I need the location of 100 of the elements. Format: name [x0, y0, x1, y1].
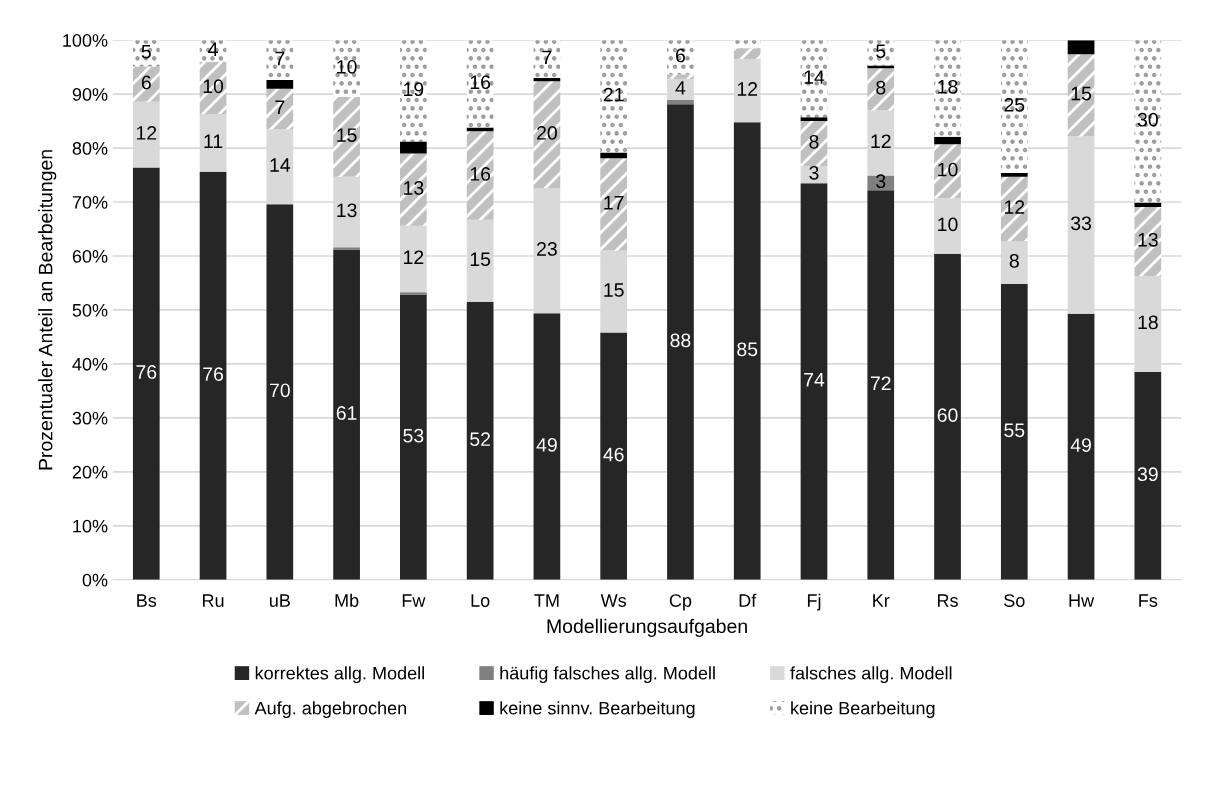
- x-tick-label: TM: [534, 594, 559, 607]
- data-label: 25: [1004, 97, 1025, 112]
- bar: [1067, 40, 1095, 55]
- legend-label: keine sinnv. Bearbeitung: [500, 701, 695, 719]
- data-label: 72: [870, 376, 891, 390]
- bar: [934, 144, 961, 199]
- data-label: 6: [676, 48, 685, 63]
- data-label: 4: [208, 42, 218, 56]
- bar: [400, 40, 427, 142]
- data-label: 7: [275, 100, 285, 114]
- x-tick-label: uB: [269, 594, 290, 607]
- data-label: 16: [470, 167, 491, 181]
- bar: [400, 294, 427, 580]
- bar: [333, 40, 360, 97]
- bar: [867, 190, 895, 580]
- data-label: 5: [141, 45, 151, 59]
- bar: [600, 152, 628, 159]
- bar: [934, 253, 961, 580]
- data-label: 49: [1070, 438, 1091, 452]
- data-label: 19: [404, 82, 424, 97]
- legend-label: Aufg. abgebrochen: [254, 701, 406, 719]
- data-label: 5: [876, 44, 886, 59]
- x-tick-label: Fs: [1139, 594, 1158, 607]
- y-tick-label: 20%: [72, 465, 108, 479]
- data-label: 33: [1071, 216, 1092, 231]
- data-label: 13: [1138, 232, 1158, 247]
- data-label: 20: [537, 126, 557, 140]
- bar: [1000, 284, 1028, 580]
- bar: [466, 40, 494, 128]
- data-label: 11: [204, 134, 223, 148]
- bar: [800, 40, 828, 118]
- bar: [1000, 40, 1028, 173]
- bar: [333, 96, 360, 177]
- y-tick-label: 70%: [72, 195, 108, 209]
- x-tick-label: Lo: [471, 594, 490, 607]
- data-label: 4: [675, 81, 686, 95]
- data-label: 10: [938, 217, 958, 232]
- bar: [400, 292, 427, 295]
- data-label: 13: [337, 203, 357, 218]
- data-label: 12: [871, 134, 891, 148]
- data-label: 12: [136, 126, 157, 140]
- bar: [533, 40, 561, 78]
- bar: [667, 74, 694, 79]
- data-label: 70: [270, 383, 290, 398]
- bar: [800, 121, 828, 166]
- data-label: 8: [876, 80, 886, 95]
- y-tick-label: 10%: [73, 519, 108, 533]
- bar: [533, 81, 561, 188]
- data-label: 74: [804, 373, 825, 387]
- bar: [934, 136, 961, 145]
- bar: [1000, 172, 1028, 177]
- bar: [199, 171, 227, 580]
- y-tick-label: 80%: [72, 142, 108, 155]
- bar: [1134, 40, 1162, 203]
- bar: [333, 249, 360, 580]
- data-label: 85: [737, 342, 758, 357]
- data-label: 3: [876, 174, 886, 189]
- bar: [1067, 313, 1095, 580]
- bar: [600, 158, 628, 251]
- data-label: 6: [141, 75, 151, 90]
- x-tick-label: Fj: [807, 593, 821, 611]
- bar: [1134, 372, 1162, 580]
- x-axis-title: Modellierungsaufgaben: [547, 618, 747, 637]
- x-tick-label: Ru: [203, 594, 224, 607]
- bar: [466, 301, 494, 580]
- legend-label: häufig falsches allg. Modell: [500, 666, 715, 684]
- data-label: 16: [470, 75, 491, 90]
- data-label: 23: [537, 242, 557, 256]
- legend-label: falsches allg. Modell: [790, 666, 952, 684]
- data-label: 60: [937, 408, 958, 423]
- bar: [1000, 176, 1028, 241]
- data-label: 10: [337, 59, 357, 74]
- data-label: 30: [1137, 112, 1158, 127]
- bar: [199, 61, 227, 115]
- bar: [266, 204, 294, 580]
- x-tick-label: Hw: [1069, 594, 1095, 607]
- x-tick-label: Fw: [402, 594, 426, 607]
- bar: [1134, 206, 1162, 276]
- bar: [667, 104, 694, 580]
- data-label: 13: [404, 181, 424, 195]
- bar: [600, 332, 628, 580]
- bar: [266, 40, 294, 81]
- data-label: 39: [1137, 467, 1158, 482]
- bar: [132, 167, 160, 580]
- x-tick-label: So: [1004, 594, 1025, 607]
- y-tick-label: 100%: [63, 34, 108, 47]
- bar: [934, 40, 961, 137]
- data-label: 10: [203, 79, 224, 94]
- bar: [1134, 202, 1162, 207]
- bar: [867, 68, 895, 111]
- y-tick-label: 50%: [72, 303, 108, 317]
- bar: [466, 131, 494, 220]
- y-tick-label: 0%: [82, 573, 108, 587]
- data-label: 18: [1138, 315, 1158, 330]
- data-label: 14: [270, 158, 291, 172]
- bar: [132, 40, 160, 67]
- x-tick-label: Rs: [937, 594, 958, 607]
- data-label: 8: [1009, 253, 1019, 268]
- data-label: 61: [336, 406, 357, 420]
- data-label: 15: [1071, 86, 1092, 101]
